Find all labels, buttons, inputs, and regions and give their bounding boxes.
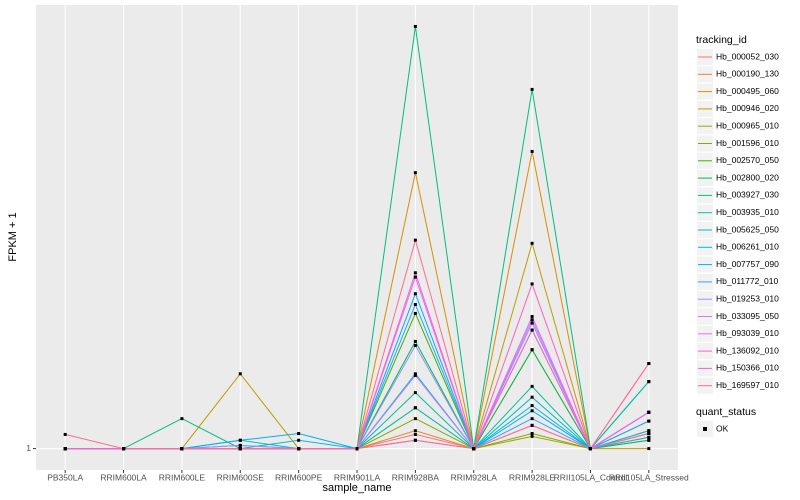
legend-point (703, 427, 707, 431)
x-tick-label: RRIM600LE (159, 472, 206, 482)
point (530, 328, 534, 332)
legend-label: Hb_000946_020 (716, 103, 779, 113)
point (530, 395, 534, 399)
point (413, 432, 417, 436)
point (413, 271, 417, 275)
point (413, 391, 417, 395)
point-legend-label: OK (716, 423, 729, 433)
y-axis-title: FPKM + 1 (7, 212, 19, 261)
point (238, 443, 242, 447)
legend-title: tracking_id (696, 34, 747, 46)
legend-label: Hb_169597_010 (716, 380, 779, 390)
legend-label: Hb_136092_010 (716, 345, 779, 355)
point (238, 372, 242, 376)
x-tick-label: RRII105LA_Stressed (609, 472, 689, 482)
point (413, 429, 417, 433)
point (530, 149, 534, 153)
point (413, 417, 417, 421)
point (413, 339, 417, 343)
legend-label: Hb_003935_010 (716, 207, 779, 217)
legend-label: Hb_000052_030 (716, 51, 779, 61)
legend-label: Hb_002570_050 (716, 155, 779, 165)
point (530, 423, 534, 427)
point (647, 435, 651, 439)
point (530, 318, 534, 322)
x-tick-label: RRIM928LA (451, 472, 498, 482)
point (413, 406, 417, 410)
x-axis-title: sample_name (322, 482, 391, 494)
legend-label: Hb_093039_010 (716, 328, 779, 338)
point (413, 343, 417, 347)
point (355, 447, 359, 451)
point (530, 321, 534, 325)
x-tick-label: RRIM928LE (509, 472, 556, 482)
point (647, 429, 651, 433)
legend-label: Hb_006261_010 (716, 242, 779, 252)
point (413, 171, 417, 175)
point (297, 438, 301, 442)
point (63, 432, 67, 436)
x-tick-label: RRIM928BA (392, 472, 440, 482)
point (413, 373, 417, 377)
point (530, 384, 534, 388)
legend-label: Hb_005625_050 (716, 224, 779, 234)
point (530, 241, 534, 245)
point (297, 432, 301, 436)
point (530, 409, 534, 413)
x-tick-label: PB350LA (47, 472, 83, 482)
point (647, 419, 651, 423)
legend-label: Hb_003927_030 (716, 190, 779, 200)
legend-label: Hb_150366_010 (716, 363, 779, 373)
legend-label: Hb_019253_010 (716, 293, 779, 303)
point (588, 447, 592, 451)
x-tick-label: RRII105LA_Control (554, 472, 628, 482)
point (238, 438, 242, 442)
point (647, 447, 651, 451)
point (413, 238, 417, 242)
point (180, 447, 184, 451)
point (122, 447, 126, 451)
point (413, 438, 417, 442)
x-tick-label: RRIM600SE (217, 472, 265, 482)
x-tick-label: RRIM901LA (334, 472, 381, 482)
x-tick-label: RRIM600PE (275, 472, 323, 482)
legend-label: Hb_002800_020 (716, 172, 779, 182)
legend-label: Hb_000965_010 (716, 120, 779, 130)
point (413, 275, 417, 279)
legend-label: Hb_011772_010 (716, 276, 779, 286)
point (647, 410, 651, 414)
legend-label: Hb_001596_010 (716, 138, 779, 148)
point (647, 362, 651, 366)
point (180, 417, 184, 421)
point (413, 292, 417, 296)
y-tick-label: 1 (26, 443, 31, 453)
legend-label: Hb_000190_130 (716, 69, 779, 79)
point-legend-title: quant_status (696, 406, 756, 418)
point (530, 417, 534, 421)
point (238, 447, 242, 451)
point (530, 432, 534, 436)
point (413, 24, 417, 28)
point (413, 372, 417, 376)
x-tick-label: RRIM600LA (100, 472, 147, 482)
legend-label: Hb_000495_060 (716, 86, 779, 96)
point (63, 447, 67, 451)
point (297, 447, 301, 451)
legend-label: Hb_007757_090 (716, 259, 779, 269)
point (530, 404, 534, 408)
point (413, 303, 417, 307)
point (530, 315, 534, 319)
point (472, 447, 476, 451)
point (647, 438, 651, 442)
point (530, 348, 534, 352)
point (647, 380, 651, 384)
point (647, 432, 651, 436)
point (413, 311, 417, 315)
point (530, 282, 534, 286)
point (530, 434, 534, 438)
point (530, 87, 534, 91)
legend-label: Hb_033095_050 (716, 311, 779, 321)
